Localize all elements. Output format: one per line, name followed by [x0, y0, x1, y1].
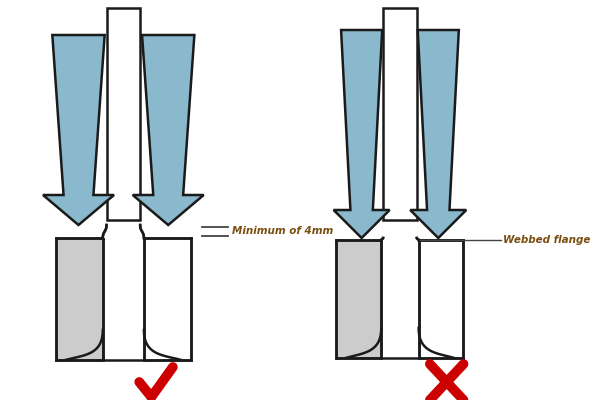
Text: Webbed flange: Webbed flange	[503, 235, 590, 245]
Polygon shape	[133, 35, 204, 225]
Polygon shape	[56, 238, 103, 360]
Text: Minimum of 4mm: Minimum of 4mm	[232, 226, 333, 236]
Polygon shape	[144, 238, 191, 360]
Polygon shape	[381, 238, 419, 240]
Polygon shape	[337, 240, 381, 358]
Polygon shape	[107, 8, 140, 220]
Polygon shape	[383, 8, 417, 220]
Polygon shape	[334, 30, 389, 238]
Polygon shape	[419, 240, 463, 358]
Polygon shape	[43, 35, 114, 225]
Polygon shape	[410, 30, 466, 238]
Polygon shape	[103, 225, 144, 238]
